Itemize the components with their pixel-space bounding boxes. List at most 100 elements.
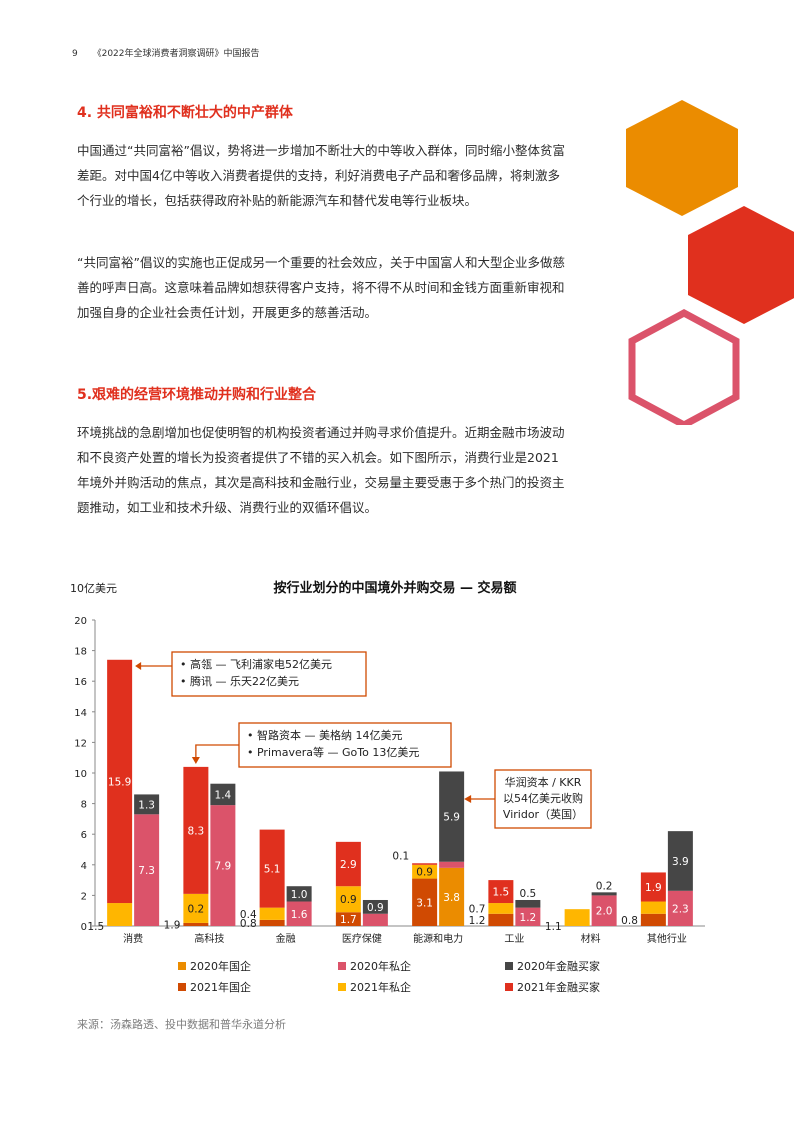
y-tick-label: 10 <box>74 769 87 780</box>
section-5-paragraph-1: 环境挑战的急剧增加也促使明智的机构投资者通过并购寻求价值提升。近期金融市场波动和… <box>77 425 565 515</box>
y-tick-label: 8 <box>81 800 87 811</box>
page-number: 9 <box>72 49 78 59</box>
annotation-text: 华润资本 / KKR <box>505 775 582 789</box>
bar-value-label: 1.7 <box>340 914 357 926</box>
bar-value-label: 1.0 <box>291 889 308 901</box>
bar-segment <box>335 912 361 926</box>
y-tick-label: 0 <box>81 922 87 933</box>
bar-value-label: 0.8 <box>240 918 257 930</box>
bar-segment <box>640 901 666 914</box>
y-tick-label: 2 <box>81 891 87 902</box>
x-tick-label: 医疗保健 <box>342 932 382 945</box>
ma-value-chart: 按行业划分的中国境外并购交易 — 交易额 10亿美元 0 2 4 6 8 10 12 14 16 18… <box>70 580 705 994</box>
y-tick-label: 12 <box>74 738 87 749</box>
legend-swatch <box>338 983 346 991</box>
y-tick-label: 18 <box>74 647 87 658</box>
annotation-text: 以54亿美元收购 <box>503 791 583 805</box>
bar-segment <box>591 895 617 926</box>
bar-value-label: 0.2 <box>188 903 205 915</box>
bar-segment <box>488 913 514 926</box>
legend-swatch <box>505 983 513 991</box>
legend-swatch <box>178 962 186 970</box>
x-tick-label: 高科技 <box>194 932 224 945</box>
bar-segment <box>640 872 666 902</box>
bar-segment <box>259 829 285 908</box>
annotation-arrowhead <box>464 795 472 803</box>
bar-value-label: 0.7 <box>469 903 486 915</box>
bar-segment <box>259 919 285 926</box>
legend-swatch <box>178 983 186 991</box>
pink-outline-hexagon <box>628 309 740 425</box>
annotation-arrowhead <box>191 757 200 764</box>
annotation-arrowhead <box>135 662 142 670</box>
bar-value-label: 1.2 <box>520 912 537 924</box>
bar-value-label: 5.9 <box>443 812 460 824</box>
bar-segment <box>134 814 160 926</box>
x-tick-label: 能源和电力 <box>413 932 463 945</box>
bar-segment <box>439 771 465 862</box>
bar-segment <box>183 893 209 923</box>
bar-value-label: 5.1 <box>264 864 281 876</box>
legend-label: 2021年私企 <box>350 980 411 994</box>
bar-segment <box>335 841 361 887</box>
bar-value-label: 3.9 <box>672 856 689 868</box>
x-tick-label: 金融 <box>276 932 296 945</box>
source-note: 来源：汤森路透、投中数据和普华永道分析 <box>77 1018 286 1031</box>
decorative-hexagons <box>626 100 794 425</box>
bar-segment <box>335 886 361 913</box>
x-tick-label: 其他行业 <box>647 932 687 945</box>
bar-segment <box>412 863 438 865</box>
bar-value-label: 0.5 <box>520 888 537 900</box>
bar-value-label: 3.1 <box>416 897 433 909</box>
bar-segment <box>412 878 438 926</box>
bar-segment <box>107 903 133 926</box>
bar-segment <box>515 907 541 926</box>
bar-segment <box>259 907 285 920</box>
legend-label: 2021年金融买家 <box>517 980 600 994</box>
section-4-title: 4. 共同富裕和不断壮大的中产群体 <box>77 105 293 121</box>
bar-value-label: 1.9 <box>645 882 662 894</box>
bar-segment <box>488 880 514 904</box>
bar-value-label: 7.9 <box>215 861 232 873</box>
bar-value-label: 1.1 <box>545 921 562 933</box>
bar-value-label: 1.2 <box>469 915 486 927</box>
bar-segment <box>667 890 693 926</box>
annotation-text: • 智路资本 — 美格纳 14亿美元 <box>247 728 402 742</box>
y-tick-label: 16 <box>74 677 87 688</box>
x-tick-label: 消费 <box>123 932 143 945</box>
bar-value-label: 1.6 <box>291 909 308 921</box>
bar-value-label: 8.3 <box>188 825 205 837</box>
bar-value-label: 2.3 <box>672 903 689 915</box>
bar-value-label: 3.8 <box>443 892 460 904</box>
annotation-text: • 腾讯 — 乐天22亿美元 <box>180 674 299 688</box>
annotation-text: • 高瓴 — 飞利浦家电52亿美元 <box>180 657 332 671</box>
bar-segment <box>515 899 541 908</box>
bar-value-label: 1.5 <box>493 887 510 899</box>
bar-segment <box>286 901 312 926</box>
legend-label: 2021年国企 <box>190 980 251 994</box>
bar-value-label: 0.9 <box>367 902 384 914</box>
bar-segment <box>667 831 693 891</box>
annotation-text: • Primavera等 — GoTo 13亿美元 <box>247 745 419 759</box>
bar-value-label: 0.4 <box>240 909 257 921</box>
bar-value-label: 7.3 <box>138 865 155 877</box>
red-hexagon <box>688 206 794 324</box>
bar-value-label: 15.9 <box>108 776 131 788</box>
bar-segment <box>640 913 666 926</box>
annotation-box <box>238 722 452 768</box>
bar-segment <box>183 766 209 894</box>
chart-title: 按行业划分的中国境外并购交易 — 交易额 <box>273 580 516 596</box>
annotation-box <box>171 651 367 697</box>
bar-segment <box>591 892 617 896</box>
section-4-paragraph-2: “共同富裕”倡议的实施也正促成另一个重要的社会效应，关于中国富人和大型企业多做慈… <box>77 255 565 320</box>
bar-segment <box>286 886 312 902</box>
bar-value-label: 0.1 <box>392 850 409 862</box>
bar-value-label: 2.9 <box>340 859 357 871</box>
section-5-title: 5.艰难的经营环境推动并购和行业整合 <box>77 387 317 403</box>
legend-label: 2020年国企 <box>190 959 251 973</box>
bar-value-label: 1.3 <box>138 799 155 811</box>
legend-swatch <box>505 962 513 970</box>
bar-segment <box>412 864 438 879</box>
legend-swatch <box>338 962 346 970</box>
section-4-paragraph-1: 中国通过“共同富裕”倡议，势将进一步增加不断壮大的中等收入群体，同时缩小整体贫富… <box>77 143 565 208</box>
